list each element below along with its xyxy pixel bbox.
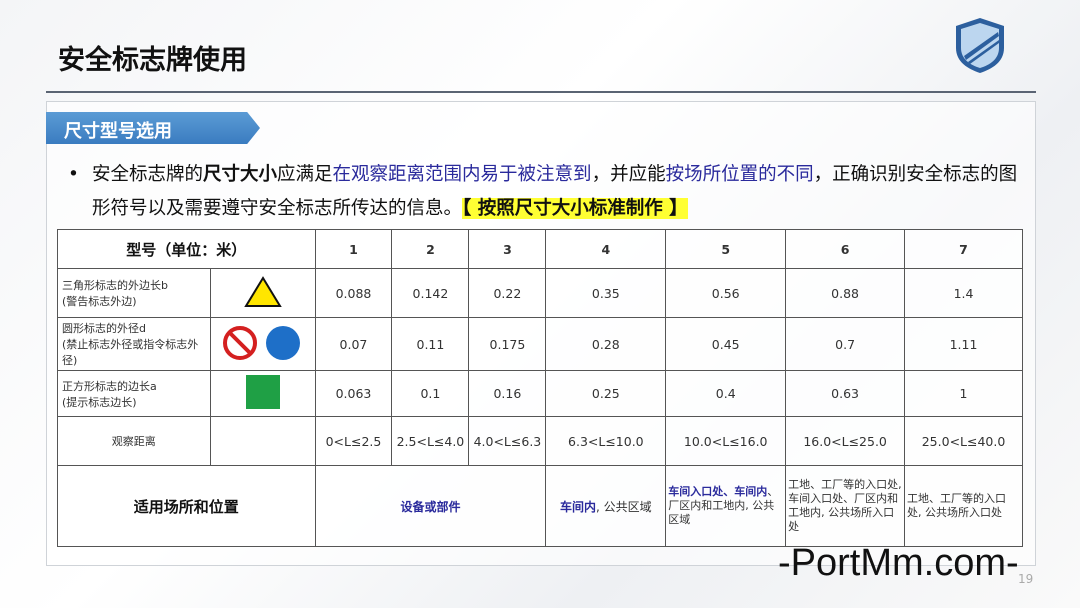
cell: 4.0<L≤6.3 — [468, 416, 547, 466]
model-header: 6 — [785, 229, 906, 269]
watermark: -PortMm.com- — [778, 542, 1019, 584]
table-row: 圆形标志的外径d (禁止标志外径或指令标志外径) 0.07 0.11 0.175 0.2… — [57, 317, 1023, 371]
table-row: 适用场所和位置 设备或部件 车间内, 公共区域 车间入口处、车间内、厂区内和工地… — [57, 465, 1023, 547]
cell: 0.22 — [468, 268, 547, 318]
page-number: 19 — [1018, 572, 1034, 586]
cell-emph: 车间内 — [560, 499, 597, 514]
cell: 16.0<L≤25.0 — [785, 416, 906, 466]
prohibition-and-mandatory-circle-icons — [222, 325, 300, 360]
header-model: 型号（单位：米） — [57, 229, 316, 269]
cell: 工地、工厂等的入口处, 公共场所入口处 — [904, 465, 1023, 547]
model-header: 1 — [314, 229, 393, 269]
model-header: 4 — [545, 229, 667, 269]
cell: 0.88 — [785, 268, 906, 318]
cell: 1.11 — [904, 317, 1023, 371]
cell: 6.3<L≤10.0 — [545, 416, 667, 466]
cell: 0.63 — [785, 370, 906, 417]
row-label: 圆形标志的外径d — [62, 322, 146, 335]
cell: 0.56 — [665, 268, 787, 318]
cell: 0<L≤2.5 — [314, 416, 393, 466]
cell: 0.35 — [545, 268, 667, 318]
place-label: 适用场所和位置 — [57, 465, 316, 547]
green-square-icon — [245, 375, 280, 409]
cell: 2.5<L≤4.0 — [391, 416, 470, 466]
model-header: 5 — [665, 229, 787, 269]
table-row: 三角形标志的外边长b (警告标志外边) 0.088 0.142 0.22 0.35 0.5… — [57, 268, 1023, 318]
cell-text: , 公共区域 — [596, 499, 652, 514]
row-sublabel: (提示标志边长) — [62, 395, 137, 409]
model-header: 3 — [468, 229, 547, 269]
cell: 0.28 — [545, 317, 667, 371]
cell: 0.175 — [468, 317, 547, 371]
distance-label: 观察距离 — [57, 416, 211, 466]
highlight-note: 【 按照尺寸大小标准制作 】 — [462, 198, 688, 219]
row-label: 正方形标志的边长a — [62, 379, 157, 393]
model-header: 7 — [904, 229, 1023, 269]
cell: 0.45 — [665, 317, 787, 371]
cell: 0.16 — [468, 370, 547, 417]
cell: 0.1 — [391, 370, 470, 417]
cell: 0.07 — [314, 317, 393, 371]
bullet-text: • 安全标志牌的尺寸大小应满足在观察距离范围内易于被注意到，并应能按场所位置的不同… — [68, 164, 1018, 219]
cell: 1.4 — [904, 268, 1023, 318]
cell: 设备或部件 — [314, 465, 547, 547]
row-sublabel: (禁止标志外径或指令标志外径) — [62, 338, 199, 367]
cell: 1 — [904, 370, 1023, 417]
cell: 0.11 — [391, 317, 470, 371]
cell: 25.0<L≤40.0 — [904, 416, 1023, 466]
cell-text: 、厂区内和工地内, 公共区域 — [668, 485, 779, 526]
cell: 0.063 — [314, 370, 393, 417]
cell: 0.7 — [785, 317, 906, 371]
shield-logo-icon — [956, 18, 1004, 73]
cell: 0.088 — [314, 268, 393, 318]
cell: 0.25 — [545, 370, 667, 417]
warning-triangle-icon — [243, 275, 282, 307]
cell: 工地、工厂等的入口处, 车间入口处、厂区内和工地内, 公共场所入口处 — [785, 465, 906, 547]
cell: 10.0<L≤16.0 — [665, 416, 787, 466]
table-row: 正方形标志的边长a (提示标志边长) 0.063 0.1 0.16 0.25 0.4 0.6… — [57, 370, 1023, 417]
table-row: 观察距离 0<L≤2.5 2.5<L≤4.0 4.0<L≤6.3 6.3<L≤10.0… — [57, 416, 1023, 466]
section-tag: 尺寸型号选用 — [46, 112, 260, 144]
title-divider — [46, 91, 1036, 93]
page-title: 安全标志牌使用 — [58, 45, 247, 76]
row-label: 三角形标志的外边长b — [62, 279, 168, 292]
cell: 0.142 — [391, 268, 470, 318]
cell-emph: 车间入口处、车间内 — [668, 485, 768, 498]
row-sublabel: (警告标志外边) — [62, 295, 137, 308]
cell: 0.4 — [665, 370, 787, 417]
model-header: 2 — [391, 229, 470, 269]
